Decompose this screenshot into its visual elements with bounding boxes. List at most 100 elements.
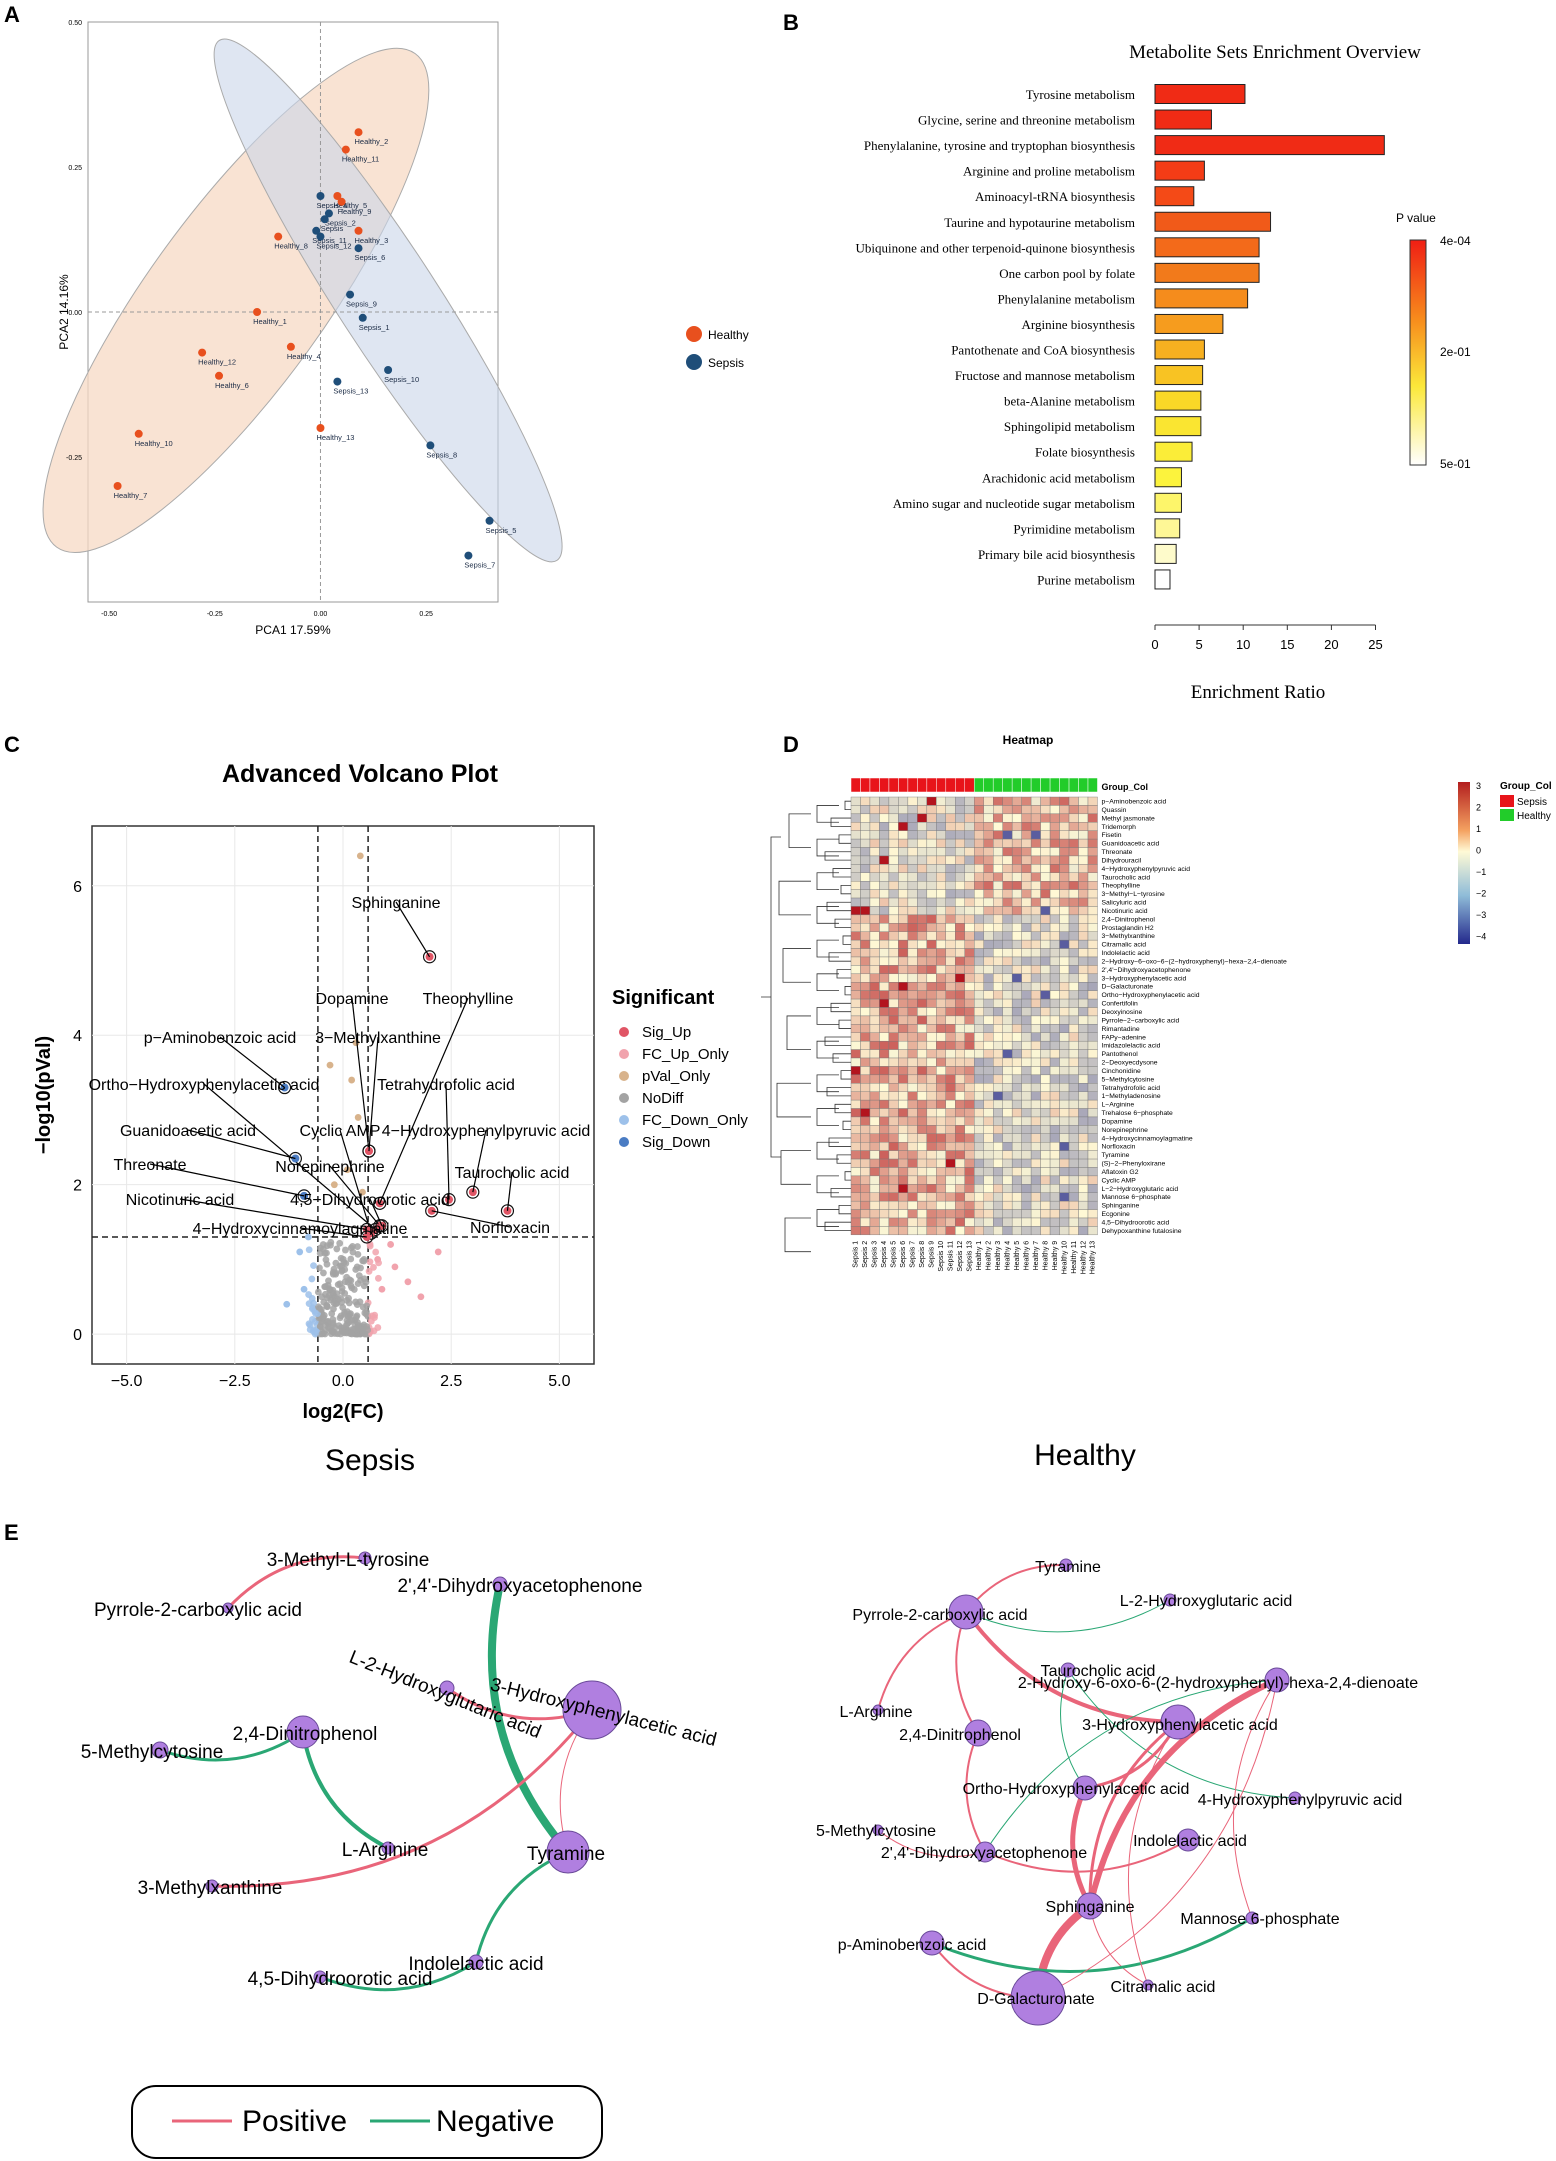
healthy-edge-positive <box>1089 1905 1149 1986</box>
heatmap-cell <box>898 1133 909 1143</box>
heatmap-cell <box>926 923 937 932</box>
heatmap-cell <box>993 1057 1003 1067</box>
heatmap-cell <box>888 982 899 991</box>
heatmap-cell <box>879 872 890 882</box>
heatmap-cell <box>1049 796 1060 806</box>
heatmap-cell <box>955 965 965 975</box>
heatmap-row-label: Ecgonine <box>1101 1211 1130 1218</box>
heatmap-cell <box>1030 889 1041 899</box>
heatmap-cell <box>1059 805 1070 815</box>
heatmap-cell <box>860 982 871 991</box>
heatmap-cell <box>1078 897 1089 907</box>
volcano-point <box>319 1314 326 1322</box>
heatmap-cell <box>1011 1108 1022 1118</box>
heatmap-column-label: Healthy 10 <box>1061 1241 1068 1275</box>
heatmap-cell <box>879 948 890 958</box>
heatmap-cell <box>850 948 861 958</box>
heatmap-cell <box>926 830 937 840</box>
heatmap-cell <box>1021 1150 1032 1160</box>
heatmap-cell <box>964 1184 975 1193</box>
heatmap-cell <box>974 847 984 857</box>
heatmap-cell <box>1021 965 1032 975</box>
heatmap-cell <box>1011 939 1022 949</box>
heatmap-cell <box>945 1226 956 1236</box>
heatmap-cell <box>955 1099 965 1109</box>
heatmap-cell <box>1040 956 1051 966</box>
volcano-highlight-ring <box>277 1080 292 1095</box>
volcano-point <box>354 1323 362 1331</box>
heatmap-cell <box>1049 1184 1060 1193</box>
heatmap-cell <box>1040 813 1051 823</box>
heatmap-cell <box>850 1142 861 1151</box>
volcano-point <box>329 1286 337 1294</box>
heatmap-cell <box>907 939 918 949</box>
heatmap-cell <box>1030 1142 1041 1151</box>
volcano-point <box>359 1188 366 1196</box>
heatmap-cell <box>955 889 965 899</box>
heatmap-cell <box>1011 881 1022 890</box>
heatmap-cell <box>945 864 956 873</box>
heatmap-cell <box>888 1125 899 1135</box>
heatmap-cell <box>964 1133 975 1143</box>
heatmap-cell <box>964 1049 975 1059</box>
heatmap-cell <box>869 1049 880 1059</box>
sepsis-node <box>562 1680 622 1740</box>
heatmap-cell <box>850 1116 861 1126</box>
pvalue-legend-label: 2e-01 <box>1440 345 1471 359</box>
volcano-label-leader <box>339 1129 372 1234</box>
volcano-point <box>372 1248 380 1256</box>
pca-point-label: Healthy_8 <box>274 242 308 251</box>
heatmap-cell <box>898 822 909 831</box>
heatmap-group-cell <box>917 777 928 793</box>
heatmap-cell <box>1030 813 1041 823</box>
healthy-node-label: L-Arginine <box>840 1704 913 1721</box>
heatmap-cell <box>945 998 956 1008</box>
heatmap-cell <box>945 1066 956 1076</box>
volcano-x-label: log2(FC) <box>302 1401 383 1423</box>
heatmap-cell <box>888 1091 899 1101</box>
heatmap-cell <box>1068 1074 1079 1084</box>
heatmap-cell <box>860 906 871 916</box>
heatmap-cell <box>993 914 1003 924</box>
heatmap-cell <box>1030 1074 1041 1084</box>
heatmap-cell <box>1078 965 1089 975</box>
heatmap-cell <box>917 1099 928 1109</box>
heatmap-row-label: FAPy−adenine <box>1101 1034 1146 1041</box>
heatmap-cell <box>1021 923 1032 932</box>
volcano-point <box>343 1166 351 1174</box>
enrichment-bar <box>1154 416 1202 437</box>
pca-y-tick: 0.25 <box>68 165 82 172</box>
heatmap-cell <box>1078 1217 1089 1227</box>
heatmap-cell <box>926 914 937 924</box>
heatmap-row-label: 2,4−Dinitrophenol <box>1101 916 1155 923</box>
sepsis-edge-negative <box>318 1960 478 1992</box>
heatmap-cell <box>936 872 947 882</box>
volcano-point-label: p−Aminobenzoic acid <box>144 1030 297 1047</box>
heatmap-cell <box>879 1024 890 1033</box>
heatmap-cell <box>1068 897 1079 907</box>
heatmap-cell <box>917 1024 928 1033</box>
heatmap-cell <box>983 1217 994 1227</box>
heatmap-cell <box>1011 830 1022 840</box>
heatmap-cell <box>974 1125 984 1135</box>
heatmap-cell <box>964 1150 975 1160</box>
heatmap-cell <box>1040 1226 1051 1236</box>
heatmap-cell <box>907 889 918 899</box>
heatmap-cell <box>1021 813 1032 823</box>
heatmap-row-label: Tridemorph <box>1101 824 1136 831</box>
heatmap-cell <box>983 1116 994 1126</box>
heatmap-cell <box>869 965 880 975</box>
pca-y-tick: -0.25 <box>66 455 82 462</box>
volcano-label-leader <box>187 1129 296 1160</box>
heatmap-cell <box>945 872 956 882</box>
heatmap-cell <box>1049 998 1060 1008</box>
heatmap-cell <box>1030 1158 1041 1168</box>
heatmap-group-cell <box>888 777 899 793</box>
heatmap-cell <box>1078 881 1089 890</box>
heatmap-cell <box>1040 1024 1051 1033</box>
heatmap-cell <box>1002 1226 1013 1236</box>
healthy-node <box>1264 1667 1290 1693</box>
heatmap-cell <box>1011 965 1022 975</box>
heatmap-cell <box>964 1099 975 1109</box>
heatmap-cell <box>983 1091 994 1101</box>
